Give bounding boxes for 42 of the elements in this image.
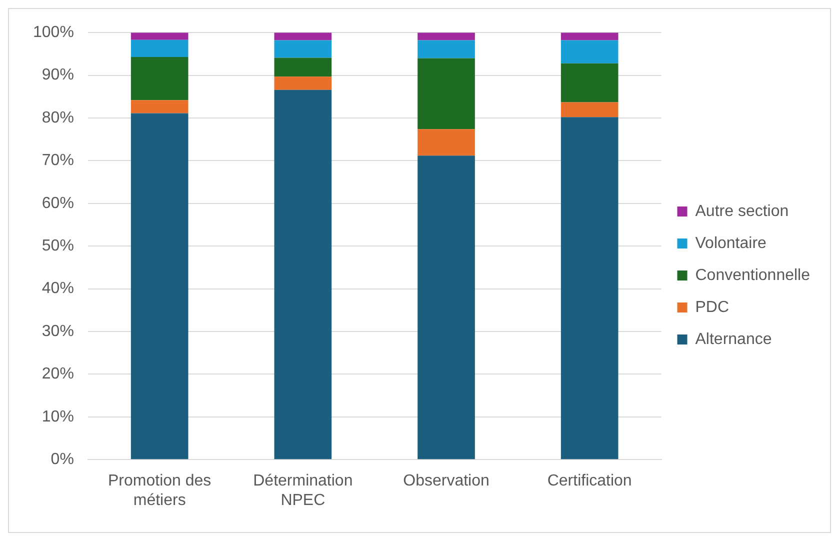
bar	[560, 32, 618, 40]
legend-label: Volontaire	[695, 234, 767, 252]
category-label: Détermination	[253, 472, 353, 490]
y-tick-label: 20%	[42, 366, 74, 383]
legend-label: Alternance	[695, 330, 772, 348]
category-label: métiers	[133, 492, 186, 509]
bar	[418, 32, 475, 40]
bar	[560, 63, 618, 102]
bar	[130, 100, 188, 114]
bar	[560, 102, 618, 118]
bar	[130, 32, 188, 40]
y-tick-label: 90%	[42, 66, 74, 84]
bar	[418, 58, 475, 130]
legend-label: Autre section	[695, 202, 789, 220]
y-tick-label: 0%	[50, 451, 74, 468]
bar	[274, 40, 332, 58]
bar	[560, 117, 618, 460]
y-tick-label: 60%	[42, 194, 74, 212]
y-tick-label: 30%	[42, 322, 74, 340]
category-label: Certification	[547, 472, 632, 490]
y-tick-label: 70%	[42, 152, 74, 170]
y-tick-label: 40%	[42, 280, 74, 298]
bar	[418, 156, 475, 460]
bar	[130, 56, 188, 100]
category-label: Promotion des	[108, 472, 212, 490]
y-tick-label: 50%	[42, 238, 74, 255]
bar	[274, 90, 332, 460]
bar	[560, 40, 618, 64]
bar	[130, 40, 188, 57]
y-tick-label: 80%	[42, 109, 74, 126]
bar	[274, 32, 332, 40]
bar	[274, 58, 332, 77]
category-label: NPEC	[280, 492, 326, 509]
legend-label: Conventionnelle	[695, 266, 810, 284]
legend-label: PDC	[695, 298, 730, 316]
y-tick-label: 100%	[33, 24, 74, 42]
bar	[418, 40, 475, 58]
category-label: Observation	[403, 472, 490, 490]
bar	[274, 76, 332, 90]
y-tick-label: 10%	[42, 408, 74, 426]
bar	[130, 113, 188, 460]
bar	[418, 129, 475, 156]
